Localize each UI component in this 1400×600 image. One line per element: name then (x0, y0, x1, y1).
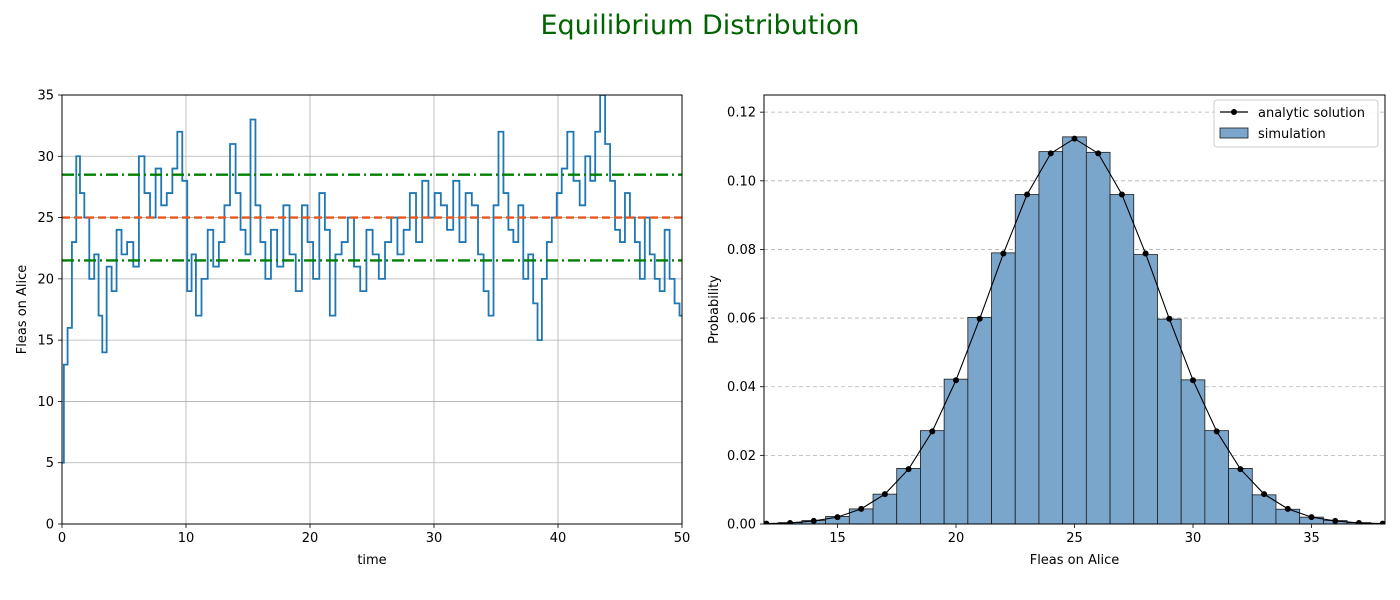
figure-title: Equilibrium Distribution (540, 10, 859, 41)
time-series-x-tick-label: 50 (674, 531, 691, 546)
histogram-y-tick-label: 0.04 (727, 380, 756, 395)
histogram-y-tick-label: 0.08 (727, 243, 756, 258)
simulation-bar (1014, 194, 1040, 524)
simulation-bar (967, 316, 992, 524)
legend-simulation-swatch (1219, 127, 1249, 139)
time-series-y-tick-label: 25 (37, 211, 54, 226)
time-series-chart: 0 10 20 30 40 50 0 5 10 15 20 25 30 35 time Fleas on… (15, 89, 690, 569)
time-series-y-tick-label: 5 (46, 456, 54, 471)
analytic-solution-point (787, 519, 794, 524)
simulation-bar (896, 468, 921, 524)
analytic-solution-point (1308, 514, 1315, 521)
analytic-solution-point (764, 520, 770, 524)
simulation-bar (1085, 151, 1111, 524)
time-series-y-tick-label: 35 (37, 89, 54, 104)
analytic-solution-point (1142, 250, 1149, 257)
analytic-solution-point (976, 315, 983, 322)
histogram-x-axis-label: Fleas on Alice (1030, 553, 1120, 568)
analytic-solution-point (929, 428, 936, 435)
legend-analytic-marker-swatch (1231, 109, 1237, 115)
analytic-solution-point (1190, 377, 1197, 384)
analytic-solution-point (1355, 519, 1362, 524)
analytic-solution-point (1213, 428, 1220, 435)
analytic-solution-point (1237, 466, 1244, 473)
analytic-solution-point (1071, 135, 1078, 142)
analytic-solution-point (1095, 150, 1102, 157)
time-series-grid (61, 94, 683, 525)
histogram-y-ticks: 0.00 0.02 0.04 0.06 0.08 0.10 0.12 (727, 106, 764, 533)
time-series-x-tick-label: 30 (426, 531, 443, 546)
time-series-plot-area (62, 95, 682, 464)
time-series-y-tick-label: 20 (37, 272, 54, 287)
histogram-x-tick-label: 20 (948, 531, 965, 546)
simulation-bar (872, 493, 898, 524)
simulation-bar (1038, 151, 1064, 524)
histogram-x-tick-label: 30 (1185, 531, 1202, 546)
time-series-y-ticks: 0 5 10 15 20 25 30 35 (37, 89, 62, 533)
legend-analytic-label: analytic solution (1258, 106, 1365, 121)
analytic-solution-point (1024, 191, 1031, 198)
histogram-x-tick-label: 35 (1303, 531, 1320, 546)
analytic-solution-point (1047, 150, 1054, 157)
time-series-y-tick-label: 10 (37, 395, 54, 410)
analytic-solution-point (952, 377, 959, 384)
time-series-x-tick-label: 10 (178, 531, 195, 546)
simulation-bar (943, 378, 969, 524)
histogram-plot-area (764, 135, 1385, 524)
time-series-x-tick-label: 20 (302, 531, 319, 546)
analytic-solution-point (1284, 505, 1291, 512)
analytic-solution-point (1261, 491, 1268, 498)
simulation-bar (1109, 194, 1135, 524)
legend-simulation-label: simulation (1258, 127, 1326, 142)
time-series-x-tick-label: 0 (58, 531, 66, 546)
analytic-solution-point (1379, 520, 1385, 524)
simulation-bar (1228, 468, 1253, 524)
analytic-solution-point (858, 505, 865, 512)
analytic-solution-point (905, 466, 912, 473)
histogram-chart: 15 20 25 30 35 0.000.020.040.060.080.100.12 … (707, 94, 1386, 568)
histogram-y-tick-label: 0.10 (727, 174, 756, 189)
time-series-y-axis-label: Fleas on Alice (15, 265, 30, 355)
time-series-x-axis-label: time (357, 553, 386, 568)
histogram-y-axis-label: Probability (707, 275, 722, 344)
histogram-x-ticks: 15 20 25 30 35 (829, 524, 1320, 546)
analytic-solution-point (1332, 517, 1339, 524)
histogram-x-tick-label: 25 (1066, 531, 1083, 546)
time-series-y-tick-label: 0 (46, 518, 54, 533)
analytic-solution-point (834, 514, 841, 521)
histogram-y-tick-label: 0.12 (727, 106, 756, 121)
time-series-x-ticks: 0 10 20 30 40 50 (58, 524, 690, 546)
legend-box (1213, 99, 1379, 148)
flea-count-trace (62, 95, 682, 464)
histogram-y-tick-label: 0.06 (727, 312, 756, 327)
analytic-solution-point (1000, 250, 1007, 257)
time-series-axes-frame (61, 94, 683, 525)
histogram-y-tick-label: 0.02 (727, 449, 756, 464)
analytic-solution-point (1118, 191, 1125, 198)
simulation-bar (991, 252, 1016, 524)
simulation-bar (1180, 379, 1206, 524)
simulation-bar (1157, 318, 1182, 524)
histogram-legend: analytic solution simulation (1213, 99, 1379, 148)
histogram-x-tick-label: 15 (829, 531, 846, 546)
time-series-y-tick-label: 15 (37, 334, 54, 349)
time-series-x-tick-label: 40 (550, 531, 567, 546)
analytic-solution-point (1166, 315, 1173, 322)
simulation-bar (1133, 254, 1158, 524)
analytic-solution-point (810, 517, 817, 524)
histogram-y-tick-label: 0.00 (727, 518, 756, 533)
analytic-solution-point (881, 491, 888, 498)
time-series-y-tick-label: 30 (37, 150, 54, 165)
simulation-bar (1062, 136, 1087, 524)
